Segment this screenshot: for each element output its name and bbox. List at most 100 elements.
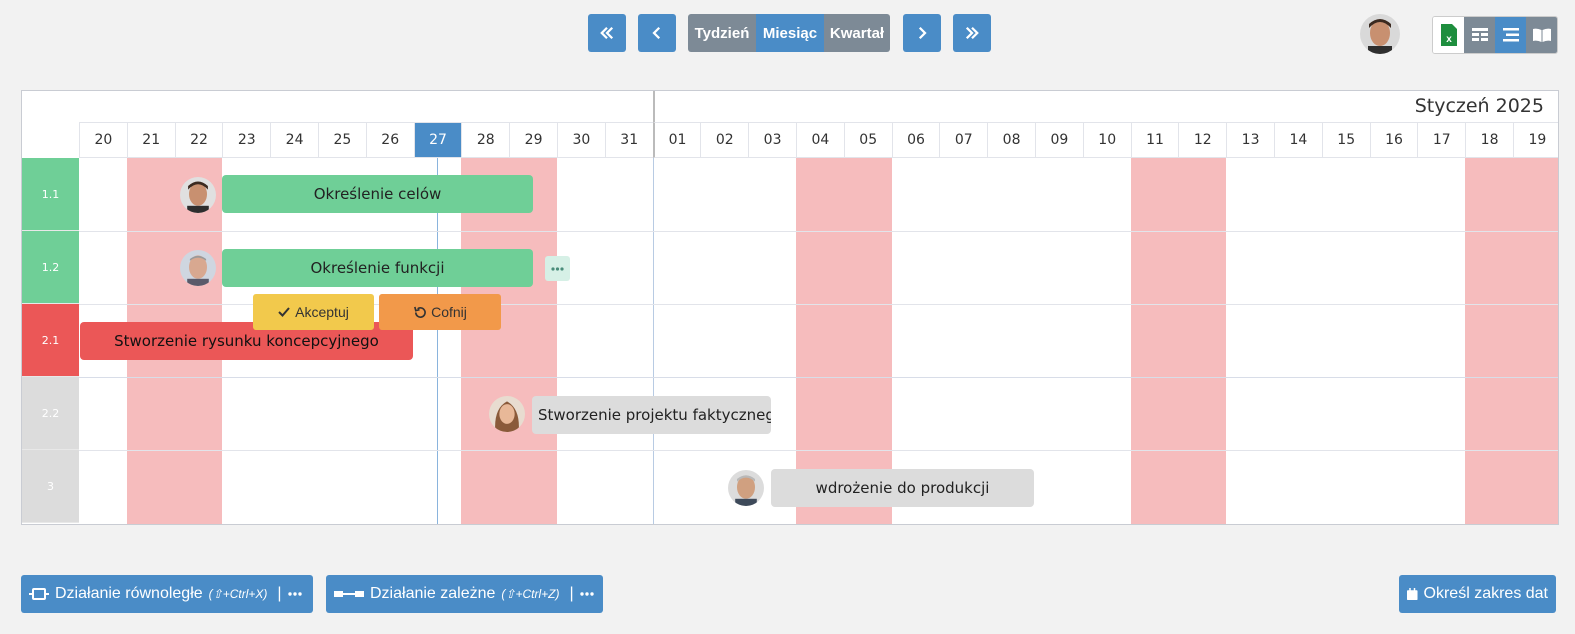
- next-button[interactable]: [903, 14, 941, 52]
- day-header[interactable]: 20: [79, 123, 127, 158]
- accept-label: Akceptuj: [295, 304, 349, 320]
- day-header[interactable]: 26: [365, 123, 414, 158]
- weekend-column: [1130, 158, 1179, 524]
- parallel-label: Działanie równoległe: [55, 585, 203, 602]
- day-header[interactable]: 24: [270, 123, 318, 158]
- date-range-label: Określ zakres dat: [1423, 585, 1548, 602]
- excel-export-button[interactable]: x: [1433, 17, 1464, 53]
- day-header[interactable]: 13: [1226, 123, 1274, 158]
- task-bar[interactable]: Określenie celów: [222, 175, 533, 213]
- separator: |: [277, 585, 282, 602]
- month-header: Styczeń 2025: [653, 91, 1558, 123]
- weekend-column: [1513, 158, 1558, 524]
- day-header[interactable]: 14: [1274, 123, 1322, 158]
- row-label[interactable]: 1.2: [22, 231, 79, 304]
- day-header[interactable]: 02: [700, 123, 749, 158]
- assignee-avatar[interactable]: [489, 396, 525, 432]
- list-icon: [1502, 28, 1519, 42]
- weekend-column: [461, 158, 510, 524]
- day-header[interactable]: 03: [748, 123, 796, 158]
- weekend-column: [509, 158, 557, 524]
- day-header[interactable]: 22: [174, 123, 223, 158]
- weekend-column: [843, 158, 892, 524]
- day-header[interactable]: 04: [796, 123, 844, 158]
- parallel-action-button[interactable]: Działanie równoległe (⇧+Ctrl+X) |: [21, 575, 313, 613]
- task-bar[interactable]: Określenie funkcji: [222, 249, 533, 287]
- dependent-shortcut: (⇧+Ctrl+Z): [501, 587, 560, 601]
- weekend-column: [1178, 158, 1227, 524]
- month-label: Styczeń 2025: [1414, 95, 1544, 117]
- check-icon: [278, 307, 290, 317]
- assignee-avatar[interactable]: [728, 470, 764, 506]
- day-header[interactable]: 25: [318, 123, 366, 158]
- day-header[interactable]: 06: [891, 123, 940, 158]
- day-header[interactable]: 21: [126, 123, 175, 158]
- dependent-label: Działanie zależne: [370, 585, 496, 602]
- task-bar[interactable]: wdrożenie do produkcji: [771, 469, 1034, 507]
- svg-text:x: x: [1446, 34, 1452, 45]
- view-toolbar: x: [1432, 16, 1558, 54]
- day-header[interactable]: 15: [1321, 123, 1370, 158]
- month-header: [79, 91, 653, 123]
- assignee-avatar[interactable]: [180, 250, 216, 286]
- gantt-chart: Styczeń 2025 20 21 22 23 24 25 26 27 28 29 30 31 01 0…: [21, 90, 1559, 525]
- weekend-column: [796, 158, 844, 524]
- table-icon: [1471, 28, 1488, 41]
- day-header[interactable]: 10: [1082, 123, 1131, 158]
- day-header[interactable]: 16: [1369, 123, 1418, 158]
- row-label[interactable]: 2.1: [22, 304, 79, 377]
- day-header[interactable]: 27: [413, 123, 462, 158]
- day-header[interactable]: 11: [1130, 123, 1179, 158]
- day-header[interactable]: 23: [222, 123, 271, 158]
- ellipsis-icon[interactable]: [287, 592, 302, 596]
- undo-icon: [414, 306, 426, 318]
- double-chevron-right-icon: [965, 26, 979, 40]
- list-view-button[interactable]: [1495, 17, 1526, 53]
- first-page-button[interactable]: [588, 14, 626, 52]
- last-page-button[interactable]: [953, 14, 991, 52]
- period-selector: Tydzień Miesiąc Kwartał: [688, 14, 890, 52]
- more-options-button[interactable]: [545, 256, 570, 281]
- day-header[interactable]: 30: [557, 123, 605, 158]
- row-label[interactable]: 1.1: [22, 158, 79, 231]
- dependent-action-button[interactable]: Działanie zależne (⇧+Ctrl+Z) |: [326, 575, 603, 613]
- day-header[interactable]: 28: [461, 123, 510, 158]
- period-week-button[interactable]: Tydzień: [688, 14, 756, 52]
- book-view-button[interactable]: [1526, 17, 1557, 53]
- day-header[interactable]: 01: [652, 123, 701, 158]
- day-header[interactable]: 05: [843, 123, 892, 158]
- assignee-avatar[interactable]: [180, 177, 216, 213]
- day-header[interactable]: 19: [1513, 123, 1558, 158]
- book-icon: [1532, 28, 1551, 42]
- period-month-button[interactable]: Miesiąc: [756, 14, 824, 52]
- row-label[interactable]: 2.2: [22, 377, 79, 450]
- user-avatar[interactable]: [1360, 14, 1400, 54]
- day-header[interactable]: 12: [1178, 123, 1227, 158]
- undo-button[interactable]: Cofnij: [379, 294, 501, 330]
- parallel-icon: [29, 588, 49, 600]
- day-header[interactable]: 09: [1035, 123, 1083, 158]
- day-header[interactable]: 18: [1465, 123, 1513, 158]
- month-separator: [653, 158, 654, 524]
- previous-button[interactable]: [638, 14, 676, 52]
- ellipsis-icon[interactable]: [579, 592, 594, 596]
- date-range-button[interactable]: Określ zakres dat: [1399, 575, 1556, 613]
- chevron-right-icon: [918, 26, 927, 40]
- task-bar[interactable]: Stworzenie projektu faktycznego: [532, 396, 771, 434]
- double-chevron-left-icon: [600, 26, 614, 40]
- row-label[interactable]: 3: [22, 450, 79, 523]
- day-header[interactable]: 17: [1417, 123, 1466, 158]
- day-header[interactable]: 07: [939, 123, 988, 158]
- dependent-icon: [334, 591, 364, 597]
- table-view-button[interactable]: [1464, 17, 1495, 53]
- parallel-shortcut: (⇧+Ctrl+X): [208, 587, 268, 601]
- day-header[interactable]: 29: [509, 123, 557, 158]
- separator: |: [569, 585, 574, 602]
- day-header[interactable]: 31: [604, 123, 653, 158]
- ellipsis-icon: [551, 266, 564, 271]
- weekend-column: [1465, 158, 1513, 524]
- day-header[interactable]: 08: [987, 123, 1035, 158]
- period-quarter-button[interactable]: Kwartał: [824, 14, 890, 52]
- accept-button[interactable]: Akceptuj: [253, 294, 374, 330]
- calendar-icon: [1407, 587, 1418, 601]
